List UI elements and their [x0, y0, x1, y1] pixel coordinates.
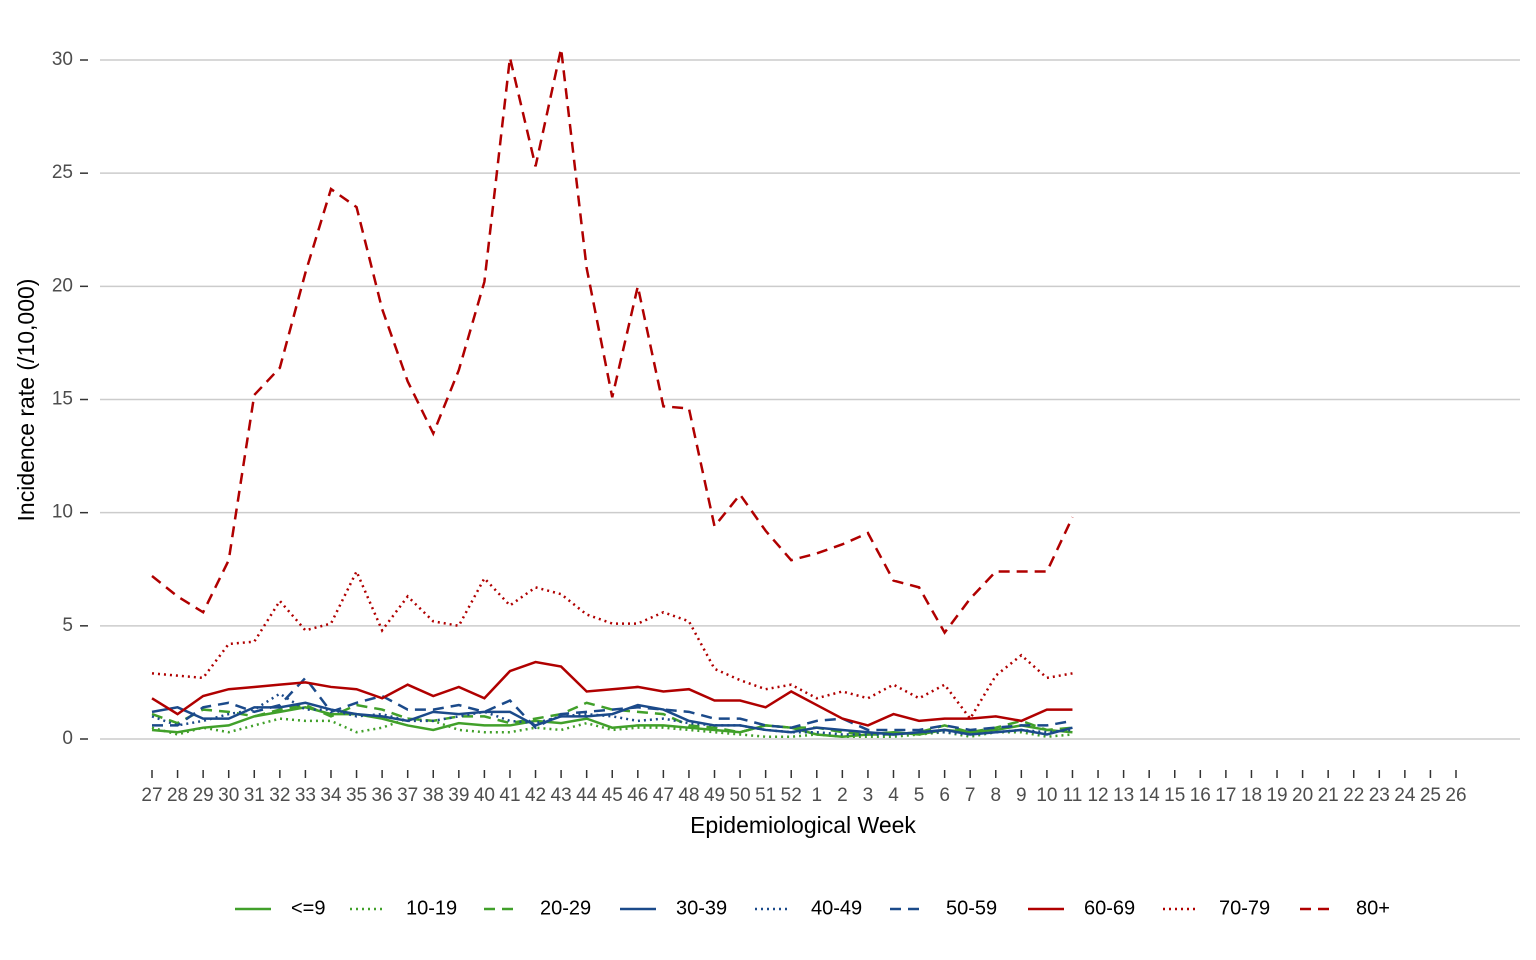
legend-label: <=9 [291, 897, 325, 919]
x-tick-label: 41 [499, 785, 520, 806]
y-tick-label: 30 [52, 49, 73, 70]
legend-label: 10-19 [406, 897, 457, 919]
x-tick-label: 46 [627, 785, 648, 806]
x-tick-label: 16 [1190, 785, 1211, 806]
x-tick-label: 23 [1369, 785, 1390, 806]
legend-label: 60-69 [1084, 897, 1135, 919]
x-tick-label: 11 [1063, 785, 1083, 806]
x-tick-label: 48 [678, 785, 699, 806]
x-tick-label: 24 [1394, 785, 1416, 806]
legend-label: 40-49 [811, 897, 862, 919]
x-tick-label: 3 [863, 785, 874, 806]
series-line [151, 706, 1073, 738]
legend-label: 30-39 [676, 897, 727, 919]
x-tick-label: 12 [1087, 785, 1108, 806]
x-tick-label: 28 [167, 785, 188, 806]
x-tick-label: 31 [244, 785, 265, 806]
x-tick-label: 50 [730, 785, 751, 806]
legend-label: 70-79 [1219, 897, 1270, 919]
x-tick-label: 43 [551, 785, 572, 806]
series-line [151, 692, 1073, 736]
x-tick-label: 1 [811, 785, 822, 806]
x-axis-title: Epidemiological Week [690, 812, 916, 838]
x-tick-label: 35 [346, 785, 367, 806]
x-tick-label: 49 [704, 785, 725, 806]
series-line [151, 568, 1073, 721]
x-tick-label: 5 [914, 785, 925, 806]
x-tick-label: 8 [990, 785, 1001, 806]
x-tick-label: 21 [1318, 785, 1339, 806]
y-tick-label: 5 [62, 615, 73, 636]
x-tick-label: 26 [1445, 785, 1466, 806]
x-tick-label: 42 [525, 785, 546, 806]
x-tick-label: 30 [218, 785, 239, 806]
x-tick-label: 40 [474, 785, 495, 806]
x-tick-label: 52 [781, 785, 802, 806]
x-tick-label: 7 [965, 785, 976, 806]
legend-label: 20-29 [540, 897, 591, 919]
x-tick-label: 25 [1420, 785, 1441, 806]
x-tick-label: 14 [1139, 785, 1161, 806]
x-tick-label: 36 [372, 785, 393, 806]
x-tick-label: 34 [320, 785, 342, 806]
x-tick-label: 19 [1266, 785, 1287, 806]
y-tick-label: 15 [52, 389, 73, 410]
y-axis-title: Incidence rate (/10,000) [13, 279, 39, 522]
y-tick-label: 20 [52, 275, 73, 296]
series-line [152, 675, 1073, 732]
x-tick-label: 9 [1016, 785, 1027, 806]
x-tick-label: 51 [755, 785, 776, 806]
legend-label: 50-59 [946, 897, 997, 919]
x-tick-label: 32 [269, 785, 290, 806]
y-tick-label: 25 [52, 162, 73, 183]
x-tick-label: 38 [423, 785, 444, 806]
x-tick-label: 15 [1164, 785, 1185, 806]
x-tick-label: 39 [448, 785, 469, 806]
x-tick-label: 6 [939, 785, 950, 806]
x-tick-label: 17 [1215, 785, 1236, 806]
x-tick-label: 27 [141, 785, 162, 806]
x-tick-label: 20 [1292, 785, 1313, 806]
x-tick-label: 47 [653, 785, 674, 806]
x-tick-label: 45 [602, 785, 623, 806]
x-tick-label: 22 [1343, 785, 1364, 806]
x-tick-label: 18 [1241, 785, 1262, 806]
series-line [151, 660, 1073, 727]
x-tick-label: 44 [576, 785, 598, 806]
x-tick-label: 13 [1113, 785, 1134, 806]
x-tick-label: 10 [1036, 785, 1057, 806]
x-tick-label: 29 [193, 785, 214, 806]
series-line [151, 717, 1073, 739]
x-tick-label: 37 [397, 785, 418, 806]
x-tick-label: 33 [295, 785, 316, 806]
x-tick-label: 4 [888, 785, 899, 806]
y-tick-label: 10 [52, 502, 73, 523]
x-tick-label: 2 [837, 785, 848, 806]
series-line [151, 48, 1074, 635]
legend-label: 80+ [1356, 897, 1390, 919]
y-tick-label: 0 [62, 728, 73, 749]
